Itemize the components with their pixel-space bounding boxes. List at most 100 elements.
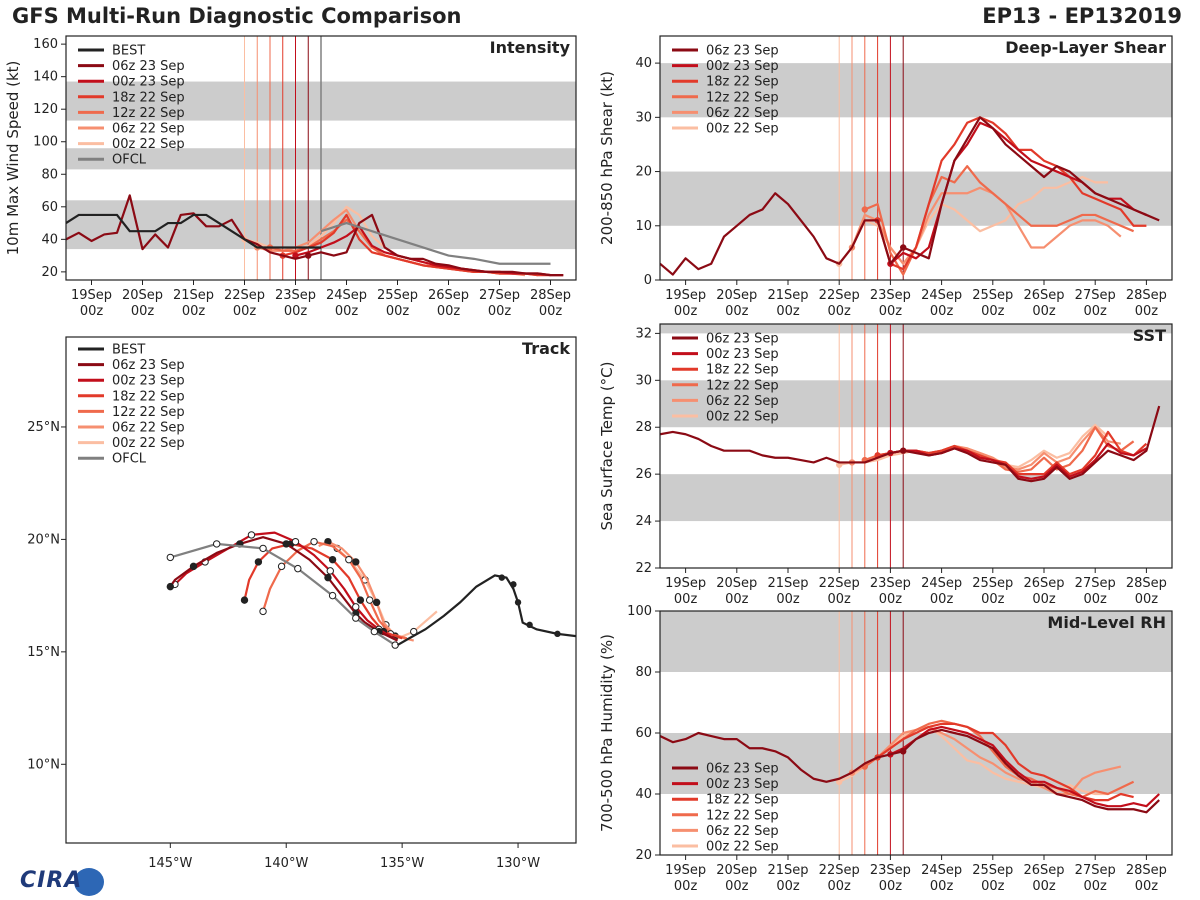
y-tick-label: 60 bbox=[635, 726, 652, 741]
x-tick-sublabel: 00z bbox=[879, 879, 903, 894]
series-line bbox=[877, 430, 1148, 476]
track-marker bbox=[310, 537, 318, 546]
legend-label: 18z 22 Sep bbox=[706, 793, 779, 808]
track-marker bbox=[247, 531, 256, 539]
legend-label: 00z 23 Sep bbox=[706, 347, 779, 362]
legend-label: 00z 23 Sep bbox=[706, 777, 779, 792]
ofcl-track-marker bbox=[391, 641, 399, 649]
x-tick-label: 21Sep bbox=[173, 288, 214, 303]
x-tick-label: 28Sep bbox=[1126, 576, 1167, 591]
x-tick-sublabel: 00z bbox=[930, 304, 954, 319]
y-tick-label: 15°N bbox=[27, 645, 60, 660]
x-tick-sublabel: 00z bbox=[1032, 304, 1056, 319]
x-tick-label: 27Sep bbox=[1075, 576, 1116, 591]
x-tick-label: 140°W bbox=[264, 856, 308, 871]
best-track-marker bbox=[554, 630, 561, 638]
ofcl-track-marker bbox=[352, 614, 360, 622]
y-tick-label: 24 bbox=[635, 514, 652, 529]
track-marker bbox=[291, 537, 300, 546]
x-tick-sublabel: 00z bbox=[539, 304, 563, 319]
panel-frame bbox=[65, 35, 577, 281]
panel-title: Track bbox=[522, 339, 570, 358]
y-tick-label: 140 bbox=[33, 70, 58, 85]
y-tick-label: 100 bbox=[627, 604, 652, 619]
series-line bbox=[838, 175, 1108, 265]
series-line bbox=[660, 116, 1160, 276]
shading-band bbox=[660, 611, 1172, 672]
x-tick-label: 27Sep bbox=[1075, 288, 1116, 303]
series-line bbox=[889, 725, 1160, 808]
x-tick-label: 19Sep bbox=[71, 288, 112, 303]
x-tick-label: 28Sep bbox=[1126, 288, 1167, 303]
track-line bbox=[261, 540, 408, 640]
x-tick-label: 22Sep bbox=[819, 576, 860, 591]
y-tick-label: 120 bbox=[33, 102, 58, 117]
shading-band bbox=[660, 733, 1172, 794]
ofcl-track-marker bbox=[166, 553, 175, 562]
y-tick-label: 60 bbox=[41, 200, 58, 215]
plot-area-track bbox=[166, 531, 576, 649]
y-axis-label: Sea Surface Temp (°C) bbox=[598, 361, 616, 530]
shading-band bbox=[660, 324, 1172, 334]
x-tick-label: 135°W bbox=[380, 856, 424, 871]
x-tick-label: 19Sep bbox=[665, 288, 706, 303]
figure-title: GFS Multi-Run Diagnostic Comparison bbox=[12, 4, 462, 28]
x-tick-sublabel: 00z bbox=[182, 304, 206, 319]
legend-label: 18z 22 Sep bbox=[112, 90, 185, 105]
track-marker bbox=[324, 573, 332, 582]
track-line bbox=[174, 531, 399, 642]
shading-band bbox=[660, 171, 1172, 226]
x-tick-sublabel: 00z bbox=[386, 304, 410, 319]
y-tick-label: 20°N bbox=[27, 532, 60, 547]
series-line bbox=[864, 165, 1135, 276]
ofcl-line bbox=[320, 221, 551, 265]
x-tick-label: 20Sep bbox=[716, 863, 757, 878]
legend-label: 12z 22 Sep bbox=[112, 106, 185, 121]
legend-label: 12z 22 Sep bbox=[706, 90, 779, 105]
x-tick-sublabel: 00z bbox=[335, 304, 359, 319]
x-tick-label: 26Sep bbox=[428, 288, 469, 303]
x-tick-sublabel: 00z bbox=[725, 304, 749, 319]
legend-label: 18z 22 Sep bbox=[112, 389, 185, 404]
legend-label: 06z 22 Sep bbox=[112, 421, 185, 436]
x-tick-label: 19Sep bbox=[665, 576, 706, 591]
plot-area-shear bbox=[660, 36, 1172, 280]
track-marker bbox=[166, 582, 175, 591]
x-tick-label: 21Sep bbox=[767, 576, 808, 591]
legend-label: 00z 22 Sep bbox=[706, 122, 779, 137]
ofcl-track-marker bbox=[212, 540, 221, 548]
x-tick-sublabel: 00z bbox=[674, 304, 698, 319]
x-tick-sublabel: 00z bbox=[776, 592, 800, 607]
x-tick-sublabel: 00z bbox=[981, 304, 1005, 319]
storm-id-label: EP13 - EP132019 bbox=[982, 4, 1182, 28]
panel-title: SST bbox=[1133, 326, 1166, 345]
logo-text: CIRA bbox=[20, 868, 83, 893]
legend-label: 06z 23 Sep bbox=[706, 44, 779, 59]
x-tick-label: 19Sep bbox=[665, 863, 706, 878]
x-tick-sublabel: 00z bbox=[828, 879, 852, 894]
x-tick-sublabel: 00z bbox=[131, 304, 155, 319]
x-tick-label: 27Sep bbox=[479, 288, 520, 303]
y-tick-label: 10 bbox=[635, 219, 652, 234]
series-line bbox=[66, 194, 564, 277]
series-line bbox=[864, 719, 1135, 799]
x-tick-sublabel: 00z bbox=[776, 304, 800, 319]
y-tick-label: 0 bbox=[644, 273, 652, 288]
ofcl-track-marker bbox=[328, 591, 337, 600]
legend-label: 12z 22 Sep bbox=[706, 808, 779, 823]
track-marker bbox=[372, 598, 381, 607]
y-tick-label: 28 bbox=[635, 420, 652, 435]
best-track-line bbox=[396, 574, 576, 647]
init-dot bbox=[900, 447, 907, 454]
x-tick-sublabel: 00z bbox=[776, 879, 800, 894]
panel-frame bbox=[659, 35, 1173, 281]
track-line bbox=[169, 536, 398, 642]
x-tick-label: 22Sep bbox=[819, 288, 860, 303]
x-tick-sublabel: 00z bbox=[437, 304, 461, 319]
track-marker bbox=[240, 596, 249, 604]
track-marker bbox=[277, 562, 286, 571]
x-tick-sublabel: 00z bbox=[879, 304, 903, 319]
shading-band bbox=[660, 63, 1172, 118]
y-tick-label: 40 bbox=[635, 787, 652, 802]
y-tick-label: 40 bbox=[41, 232, 58, 247]
